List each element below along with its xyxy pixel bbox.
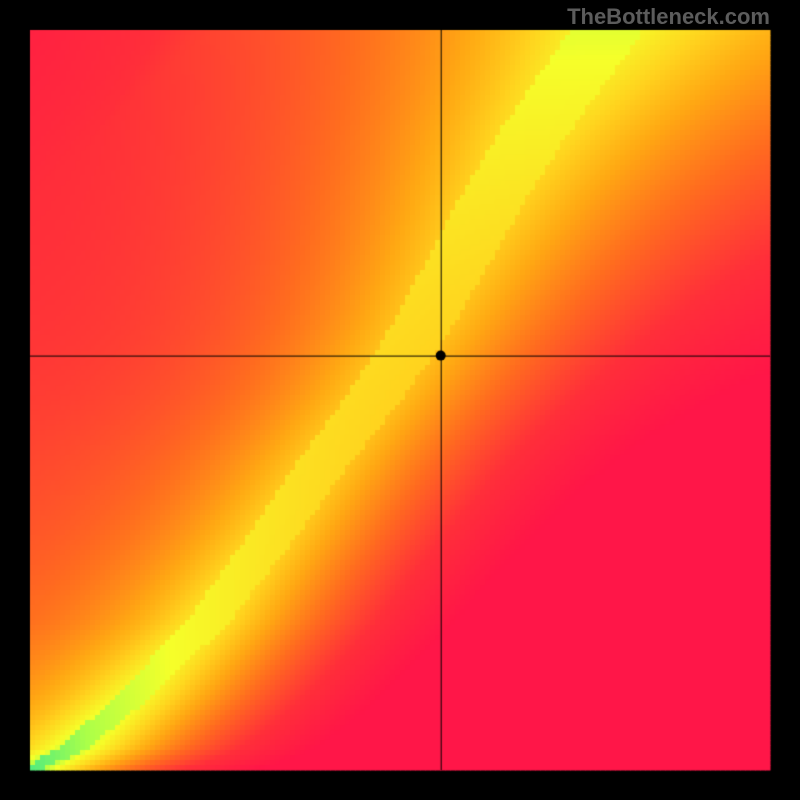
watermark-label: TheBottleneck.com <box>567 4 770 30</box>
bottleneck-heatmap <box>0 0 800 800</box>
chart-container: TheBottleneck.com <box>0 0 800 800</box>
